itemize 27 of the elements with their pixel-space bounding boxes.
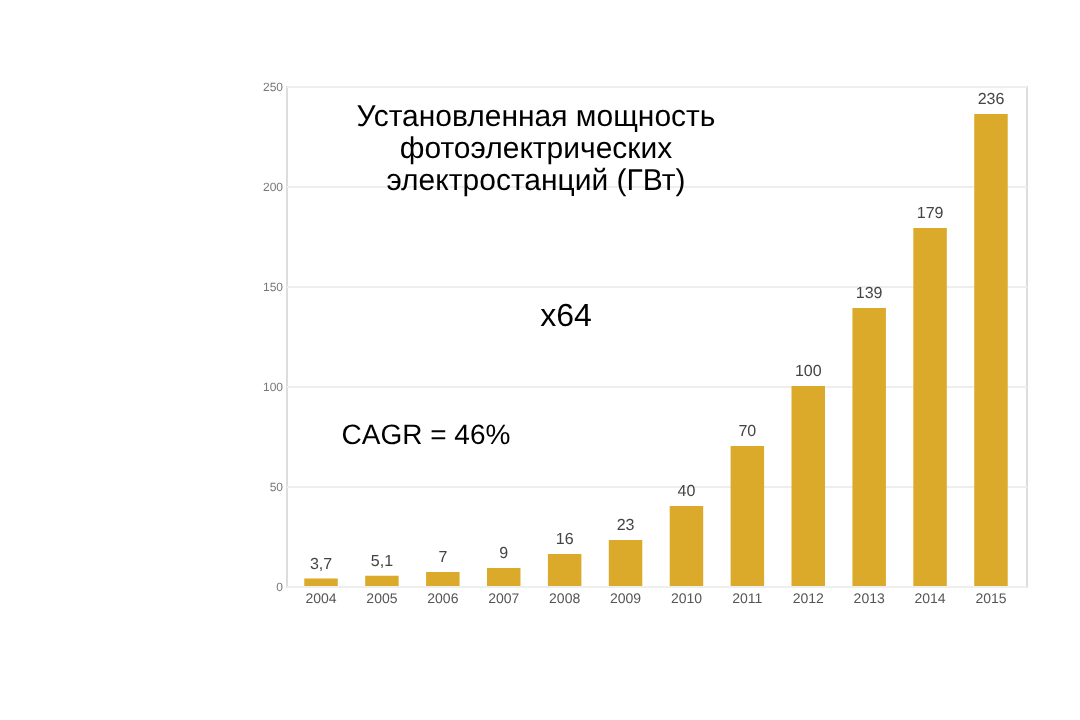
annotation: CAGR = 46% [341,418,511,450]
data-label: 23 [616,516,636,534]
bar [913,228,947,586]
data-label: 3,7 [309,554,334,573]
bar [730,446,765,586]
data-label: 236 [977,90,1006,108]
bar [852,308,886,586]
data-label: 7 [438,548,449,566]
bar [974,114,1008,586]
bar [608,540,643,586]
data-label: 70 [738,422,758,440]
data-label: 9 [499,544,510,562]
bar [426,572,460,586]
bar [304,578,338,586]
data-label: 16 [555,530,575,548]
data-label: 179 [916,204,945,222]
data-label: 40 [677,482,697,500]
bar [486,568,521,586]
bar [669,506,704,586]
bar [547,554,582,586]
annotation: x64 [540,300,592,334]
data-label: 100 [794,362,823,380]
text: Установленная мощность фотоэлектрических электростанций (ГВт) [356,100,716,198]
data-label: 139 [855,284,884,302]
data-label: 5,1 [370,551,395,570]
bar [365,575,399,586]
bar [791,386,826,586]
